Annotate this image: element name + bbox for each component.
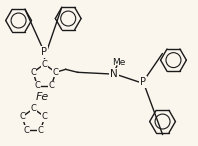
- Text: Fe: Fe: [36, 92, 49, 102]
- Text: P: P: [41, 47, 47, 57]
- Text: C: C: [34, 81, 40, 90]
- Text: C: C: [49, 81, 54, 90]
- Text: N: N: [110, 69, 118, 79]
- Text: C: C: [30, 104, 36, 113]
- Text: C: C: [19, 112, 25, 121]
- Text: C: C: [42, 112, 48, 121]
- Text: C: C: [53, 68, 59, 77]
- Text: C: C: [41, 60, 47, 69]
- Text: C: C: [30, 68, 36, 77]
- Text: C: C: [24, 126, 29, 135]
- Text: C: C: [38, 126, 43, 135]
- Text: P: P: [140, 77, 146, 87]
- Text: Me: Me: [112, 58, 126, 67]
